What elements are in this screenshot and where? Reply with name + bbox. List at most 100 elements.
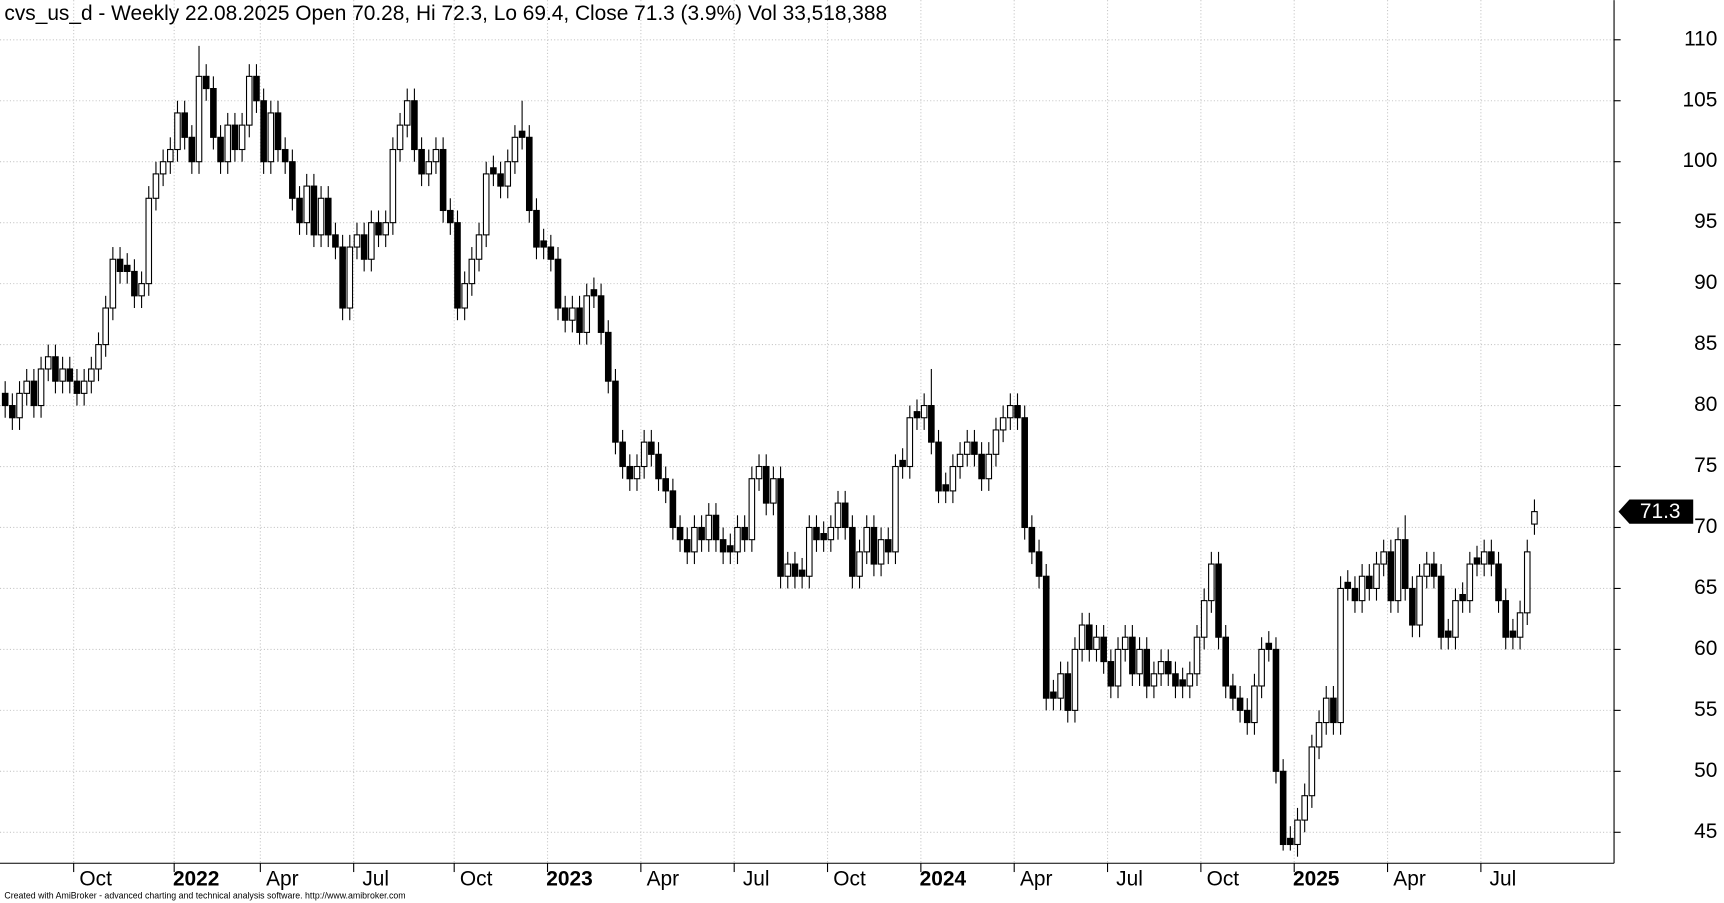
candle-body [770,478,777,504]
candle-body [547,246,555,260]
candle-body [920,405,928,419]
candle-body [159,161,167,175]
candle-body [353,234,361,248]
candle-body [1236,697,1244,711]
x-tick-label: Apr [647,867,680,890]
candle-body [482,173,490,236]
candle-body [583,295,591,333]
candle-body [339,246,346,309]
candle-body [511,136,519,163]
y-tick-label: 105 [1683,88,1718,111]
candle-body [827,526,835,541]
candle-body [360,234,368,260]
x-tick-label: Apr [266,867,299,890]
candle-body [1071,648,1079,711]
candle-body [9,405,16,419]
last-price-label: 71.3 [1640,500,1681,523]
y-tick-label: 55 [1694,698,1717,721]
candle-body [669,490,677,529]
candle-body [167,148,174,163]
candle-body [16,392,23,419]
candle-body [626,465,634,480]
candle-body [727,545,734,553]
y-tick-label: 50 [1694,759,1717,782]
candle-body [978,453,985,480]
candle-body [138,283,145,297]
candle-body [188,136,196,163]
candle-body [1416,575,1423,626]
y-tick-label: 110 [1684,27,1717,50]
candle-body [712,514,720,541]
candle-body [497,173,504,187]
candle-body [1516,612,1524,638]
candle-body [1179,679,1186,687]
candle-body [195,75,203,163]
candle-body [1459,593,1466,602]
candle-body [1107,661,1115,687]
candle-body [425,161,433,175]
candle-body [1,392,9,407]
candle-body [1387,551,1395,602]
candle-body [66,368,74,382]
candle-body [439,148,447,212]
candle-body [1208,563,1215,602]
x-tick-label: Oct [833,867,866,890]
candle-body [525,136,533,212]
candle-body [37,368,45,407]
candle-body [1401,539,1409,589]
candle-body [1042,575,1050,699]
candles [1,45,1538,857]
candle-body [382,222,389,236]
y-tick-label: 80 [1694,393,1717,416]
candle-body [1150,673,1158,687]
candle-body [884,539,892,553]
candle-body [1380,551,1387,565]
candle-body [1215,563,1222,638]
candle-body [1164,661,1172,675]
candle-body [1093,636,1100,650]
candle-body [432,148,440,163]
candle-body [705,514,713,541]
candle-body [1200,600,1208,638]
candle-body [238,124,246,151]
candle-body [554,258,562,309]
x-tick-label: Jul [1490,867,1517,890]
candle-body [597,295,605,333]
y-tick-label: 75 [1694,454,1717,477]
candle-body [949,465,957,492]
candle-body [1437,575,1445,638]
candle-body [820,533,827,541]
candle-body [1078,624,1086,650]
candle-body [604,331,612,382]
candle-body [468,258,476,285]
x-tick-label: Apr [1020,867,1053,890]
x-tick-label: Oct [79,867,112,890]
candle-body [260,100,267,163]
candle-body [913,411,921,419]
candle-body [1430,563,1438,577]
candle-body [576,307,583,333]
candle-body [403,100,411,126]
candle-body [411,100,418,151]
candle-body [676,526,684,541]
candle-body [683,539,691,553]
candle-body [1114,648,1122,687]
candle-body [1444,630,1452,638]
candle-body [892,465,899,553]
candle-body [59,368,66,382]
candle-body [791,563,799,577]
candle-body [1394,539,1402,602]
candle-body [1531,511,1538,525]
candle-body [1035,551,1043,577]
candle-body [88,368,95,382]
x-tick-label: Oct [460,867,493,890]
candle-body [533,209,540,248]
candle-body [52,356,59,382]
candle-body [253,75,260,102]
candle-body [1488,551,1495,565]
candle-body [303,185,311,224]
candle-body [633,465,641,480]
candle-body [1050,691,1057,699]
candle-body [1409,587,1416,626]
